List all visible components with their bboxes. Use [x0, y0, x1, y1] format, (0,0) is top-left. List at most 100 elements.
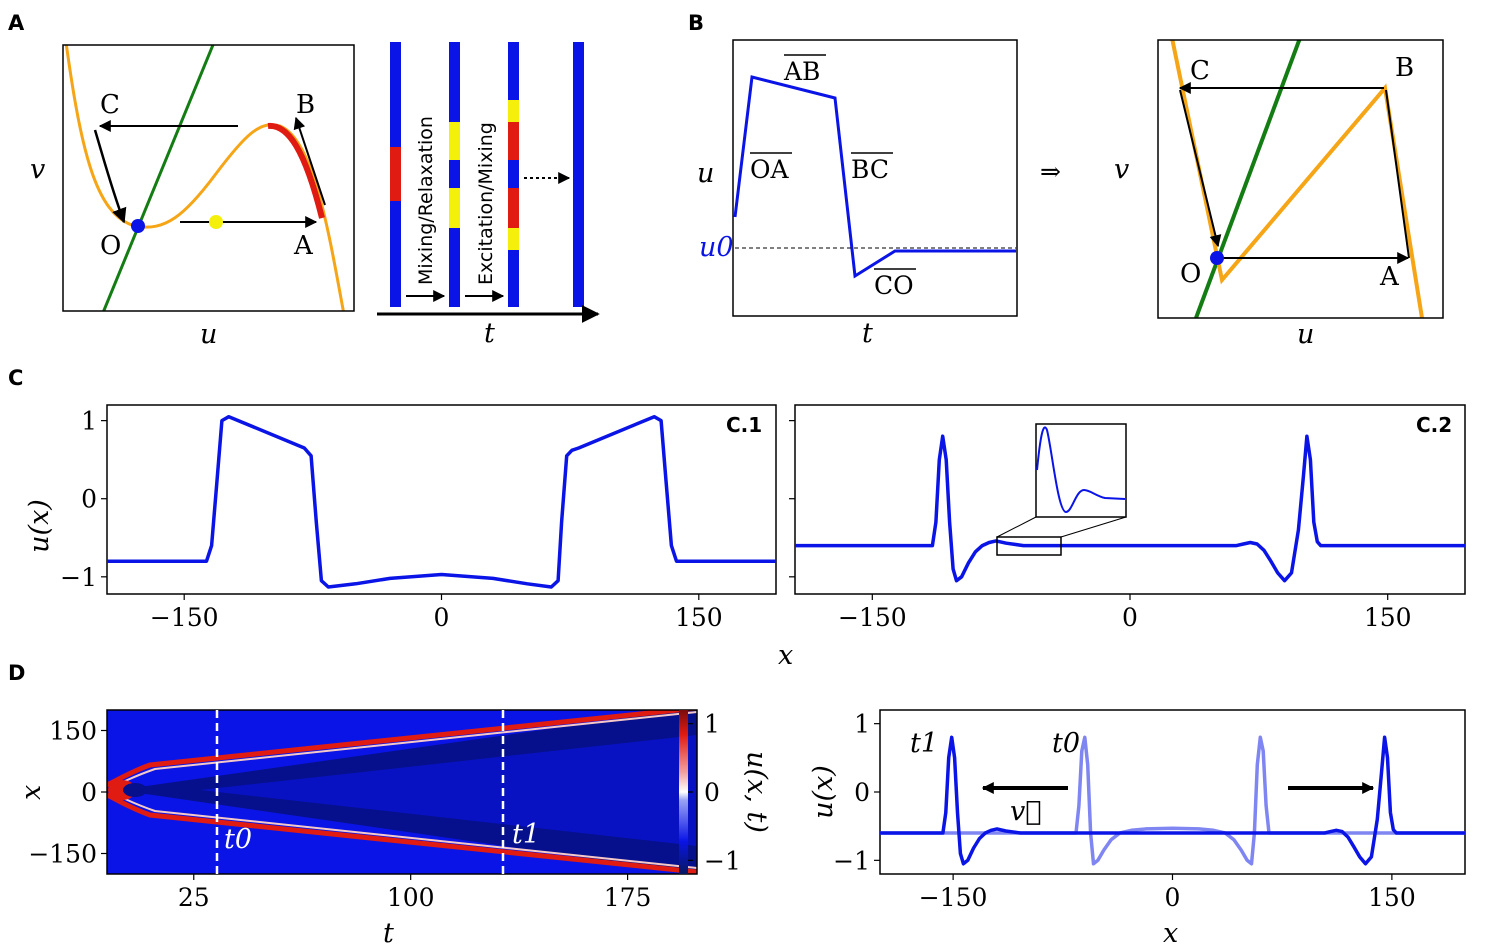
arrow-c-to-o-b — [1179, 89, 1222, 248]
y-tick-label: 1 — [81, 407, 97, 436]
arrow-a-to-b — [293, 116, 326, 206]
wave-wedge-fade — [200, 735, 697, 846]
y-tick-label: −1 — [60, 563, 97, 592]
strip-2-yellow-a — [449, 122, 460, 160]
y-tick-label: 0 — [81, 778, 97, 807]
perturbation-marker — [209, 215, 223, 229]
panel-a-frame — [62, 44, 355, 312]
axis-label-u-b: u — [697, 158, 714, 189]
point-label-o: O — [100, 231, 121, 261]
colorbar-tick-label: 0 — [704, 778, 720, 807]
colorbar-tick-label: 1 — [704, 710, 720, 739]
strip-3-yellow-a — [508, 100, 519, 122]
relaxation-trajectory — [93, 129, 127, 224]
y-tick-label: 150 — [49, 717, 97, 746]
v-nullcline-line-b — [1194, 40, 1302, 318]
point-label-b-b: B — [1395, 53, 1414, 83]
strip-2 — [449, 42, 460, 307]
panel-a-strips: Mixing/Relaxation Excitation/Mixing t — [377, 42, 600, 349]
d2-plot-area — [880, 735, 1465, 866]
panel-label-a: A — [8, 11, 25, 35]
excited-branch-highlight — [267, 122, 325, 219]
axis-label-u-a: u — [200, 319, 217, 350]
profile-t1-line — [880, 735, 1465, 866]
axis-label-t-b: t — [862, 318, 873, 349]
d2-axes: −150 0 150 1 0 −1 — [833, 710, 1416, 912]
zoom-connector-right — [1060, 516, 1127, 538]
zoom-inset-frame — [1035, 423, 1127, 518]
velocity-label: v⃗ — [1010, 796, 1041, 827]
segment-label-bc: BC — [851, 155, 889, 184]
colorbar — [679, 710, 688, 874]
x-tick-label: 150 — [1368, 883, 1416, 912]
strip-3-yellow-b — [508, 228, 519, 250]
y-tick-label: −150 — [28, 840, 97, 869]
x-tick-label: −150 — [838, 603, 907, 632]
x-tick-label: 0 — [434, 603, 450, 632]
panel-a-phase-plane: C B O A v u — [30, 44, 355, 350]
c1-plot-area — [107, 414, 776, 589]
c2-plot-area — [795, 434, 1465, 583]
t1-label-heatmap: t1 — [512, 819, 540, 850]
c2-profile-line — [795, 434, 1465, 583]
panel-b-phase-plane: C B O A v u — [1114, 39, 1444, 350]
panel-d2-frame — [879, 709, 1466, 875]
panel-c1: −150 0 150 1 0 −1 C.1 u(x) — [24, 404, 777, 632]
segment-label-oa: OA — [750, 155, 789, 184]
t0-label-heatmap: t0 — [224, 824, 252, 855]
strip-1-red — [390, 147, 401, 201]
fixed-point-marker-b — [1210, 251, 1224, 265]
strip-label-mixing-relaxation: Mixing/Relaxation — [415, 116, 437, 285]
axis-label-t-a: t — [484, 318, 495, 349]
panel-c2-frame — [794, 404, 1466, 595]
point-label-a: A — [293, 231, 314, 261]
strip-2-yellow-b — [449, 188, 460, 228]
heatmap-fronts — [107, 710, 697, 874]
strip-4 — [573, 42, 584, 307]
x-tick-label: −150 — [919, 883, 988, 912]
c1-profile-line — [107, 414, 776, 589]
t0-label-heatmap-text: t0 — [224, 824, 252, 855]
subpanel-label-c1: C.1 — [726, 413, 762, 437]
colorbar-tick-label: −1 — [704, 846, 741, 875]
panel-c1-frame — [106, 404, 777, 595]
t1-label-profile: t1 — [910, 728, 938, 759]
u-time-trace — [733, 75, 1016, 279]
point-label-c: C — [100, 90, 120, 120]
initial-excitation-core — [123, 783, 147, 797]
panel-d-heatmap: t0 t1 25 100 175 150 0 −150 x t 1 0 −1 u(x, t) — [16, 709, 772, 948]
point-label-b: B — [296, 90, 315, 120]
panel-d-profiles: −150 0 150 1 0 −1 v⃗ t1 t0 u(x) x — [808, 709, 1466, 948]
panel-b-frame — [732, 39, 1018, 317]
axis-label-v-a: v — [30, 154, 45, 185]
panel-label-c: C — [8, 366, 23, 390]
subpanel-label-c2: C.2 — [1416, 413, 1452, 437]
axis-label-ux-c: u(x) — [24, 499, 55, 553]
strip-3-red-a — [508, 122, 519, 160]
axis-label-x-d2: x — [1163, 918, 1178, 948]
t1-label-heatmap-text: t1 — [512, 819, 540, 850]
x-tick-label: −150 — [150, 603, 219, 632]
axis-label-t-d: t — [383, 918, 394, 948]
y-tick-label: −1 — [833, 846, 870, 875]
point-label-a-b: A — [1379, 262, 1400, 292]
axis-label-x-d: x — [16, 785, 47, 800]
c2-axes: −150 0 150 — [789, 420, 1412, 632]
u0-label-text: u0 — [699, 232, 734, 263]
t0-label-profile: t0 — [1052, 728, 1080, 759]
y-tick-label: 1 — [854, 710, 870, 739]
c1-axes: −150 0 150 1 0 −1 — [60, 407, 723, 632]
segment-label-co: CO — [874, 271, 914, 300]
panel-c2: −150 0 150 C.2 x — [778, 404, 1466, 671]
panel-b2-frame — [1157, 39, 1444, 319]
lower-front — [107, 792, 697, 874]
x-tick-label: 0 — [1122, 603, 1138, 632]
x-tick-label: 0 — [1165, 883, 1181, 912]
zoom-connector-left — [996, 516, 1037, 538]
profile-t0-line — [880, 735, 1465, 866]
upper-front — [107, 710, 697, 788]
x-tick-label: 100 — [387, 883, 435, 912]
panel-b-time-trace: AB OA BC CO u t u0 ⇒ — [697, 39, 1061, 349]
x-tick-label: 25 — [178, 883, 210, 912]
